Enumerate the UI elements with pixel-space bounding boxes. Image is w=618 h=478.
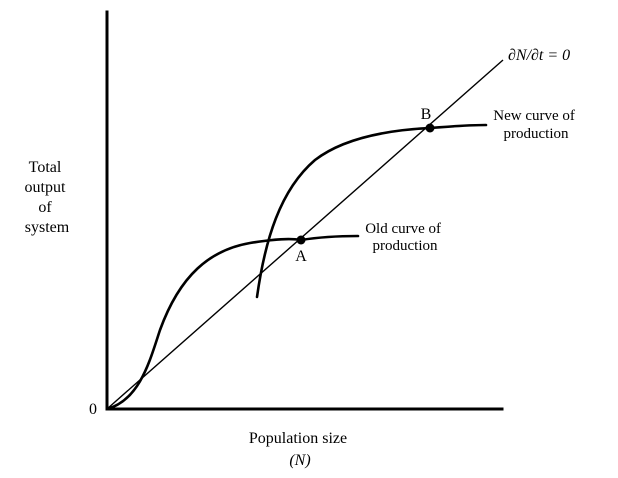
point-a-label: A xyxy=(295,248,307,265)
point-b-label: B xyxy=(421,106,432,123)
new-curve-label: New curve of production xyxy=(493,108,578,142)
old-curve-label-line-1: Old curve of xyxy=(365,221,441,237)
new-curve-label-line-1: New curve of xyxy=(493,108,575,124)
old-curve-label: Old curve of production xyxy=(365,221,445,254)
origin-label: 0 xyxy=(89,401,97,418)
old-production-curve xyxy=(105,234,360,411)
y-axis-label-line-3: of xyxy=(38,199,52,216)
x-axis-label: Population size (N) xyxy=(249,430,351,469)
y-axis-label-line-4: system xyxy=(25,219,70,236)
x-axis-label-line-2: (N) xyxy=(289,452,310,469)
y-axis-label-line-2: output xyxy=(25,179,66,196)
new-production-curve xyxy=(255,123,488,299)
x-axis-label-line-1: Population size xyxy=(249,430,347,447)
point-a xyxy=(296,235,306,245)
equilibrium-line-label: ∂N/∂t = 0 xyxy=(508,47,570,64)
equilibrium-line xyxy=(106,59,504,410)
new-curve-label-line-2: production xyxy=(504,126,569,142)
y-axis-label: Total output of system xyxy=(25,159,70,236)
old-curve-label-line-2: production xyxy=(373,238,438,254)
y-axis-label-line-1: Total xyxy=(29,159,62,176)
point-b xyxy=(425,123,435,133)
